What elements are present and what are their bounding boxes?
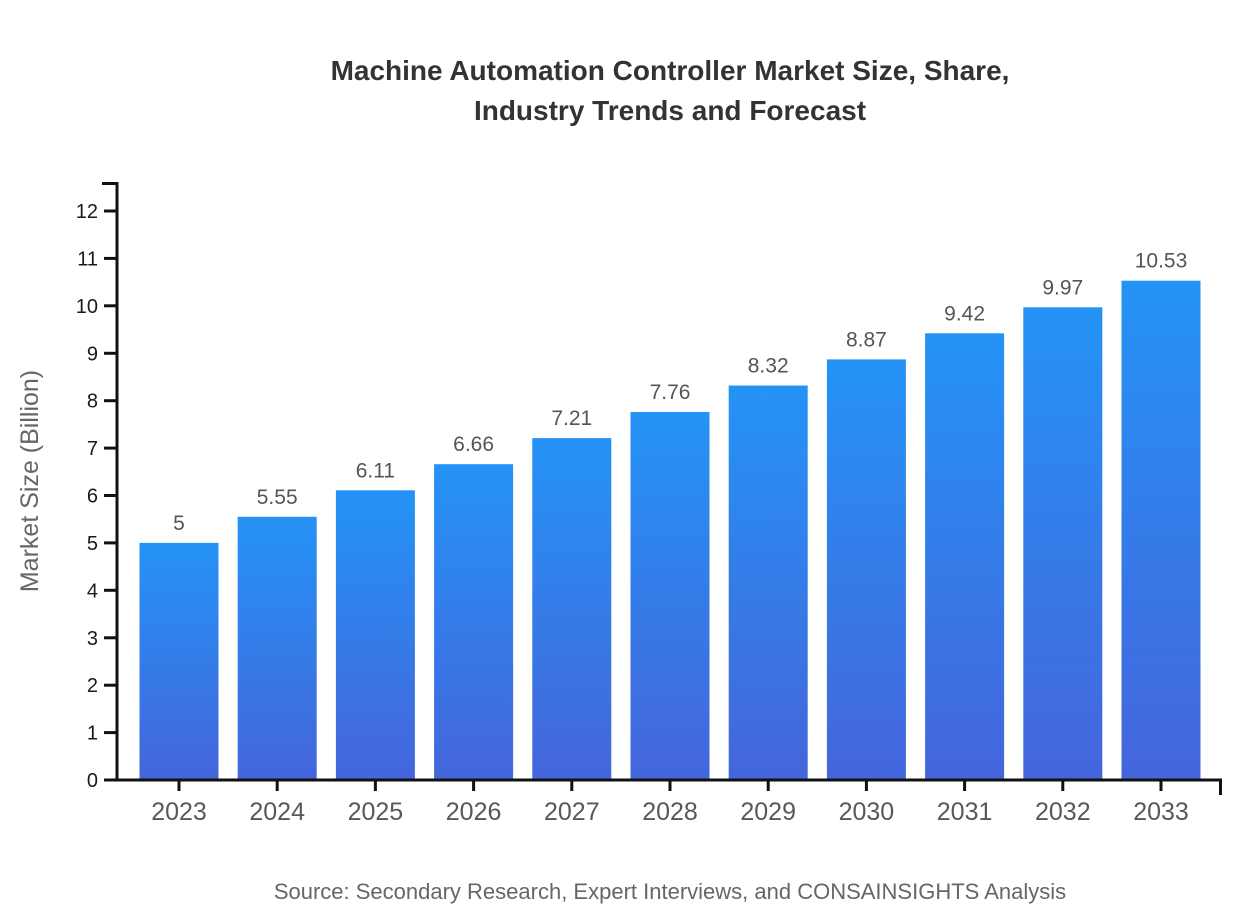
- bar-2024: [237, 516, 317, 780]
- bar-value-label: 5: [173, 512, 185, 535]
- bar-value-label: 7.76: [650, 381, 691, 404]
- x-tick-label: 2032: [1035, 798, 1091, 826]
- y-tick-label: 3: [87, 628, 98, 650]
- bar-value-label: 7.21: [551, 407, 592, 430]
- source-note: Source: Secondary Research, Expert Inter…: [274, 879, 1066, 904]
- bar-2023: [139, 542, 219, 780]
- chart-title-line1: Machine Automation Controller Market Siz…: [331, 55, 1010, 86]
- x-tick-label: 2026: [446, 798, 502, 826]
- x-tick-label: 2024: [249, 798, 305, 826]
- bar-2029: [728, 385, 808, 780]
- y-tick-label: 2: [87, 675, 98, 697]
- bar-2030: [826, 359, 906, 780]
- y-tick-label: 0: [87, 770, 98, 792]
- bar-2033: [1121, 280, 1201, 780]
- y-tick-label: 12: [76, 201, 98, 223]
- bar-2032: [1023, 307, 1103, 780]
- x-tick-label: 2031: [937, 798, 993, 826]
- bar-value-label: 5.55: [257, 486, 298, 509]
- bar-2026: [434, 464, 514, 780]
- chart-title-line2: Industry Trends and Forecast: [474, 95, 866, 126]
- bars-layer: [139, 280, 1201, 780]
- y-tick-label: 1: [87, 723, 98, 745]
- x-tick-label: 2029: [740, 798, 796, 826]
- bar-value-label: 9.97: [1042, 276, 1083, 299]
- y-tick-label: 4: [87, 580, 98, 602]
- labels-layer: 5 2023 5.55 2024 6.11 2025 6.66 2026 7.21 2027 7.7…: [76, 201, 1189, 826]
- y-tick-label: 6: [87, 486, 98, 508]
- x-tick-label: 2028: [642, 798, 698, 826]
- x-tick-label: 2033: [1133, 798, 1189, 826]
- bar-value-label: 6.11: [356, 459, 395, 482]
- x-tick-label: 2027: [544, 798, 600, 826]
- y-tick-label: 5: [87, 533, 98, 555]
- y-tick-label: 10: [76, 296, 98, 318]
- y-tick-label: 11: [77, 248, 98, 270]
- bar-2027: [532, 438, 612, 780]
- axes-layer: [102, 182, 1222, 795]
- bar-value-label: 6.66: [453, 433, 494, 456]
- y-tick-label: 8: [87, 391, 98, 413]
- bar-value-label: 8.87: [846, 328, 887, 351]
- bar-value-label: 9.42: [944, 302, 985, 325]
- bar-value-label: 10.53: [1135, 250, 1188, 273]
- x-tick-label: 2025: [348, 798, 404, 826]
- y-axis-title: Market Size (Billion): [16, 370, 44, 592]
- bar-2025: [335, 490, 415, 780]
- x-tick-label: 2030: [839, 798, 895, 826]
- y-tick-label: 9: [87, 343, 98, 365]
- bar-2028: [630, 412, 710, 780]
- y-tick-label: 7: [87, 438, 98, 460]
- x-tick-label: 2023: [151, 798, 207, 826]
- bar-value-label: 8.32: [748, 355, 789, 378]
- bar-2031: [925, 333, 1005, 780]
